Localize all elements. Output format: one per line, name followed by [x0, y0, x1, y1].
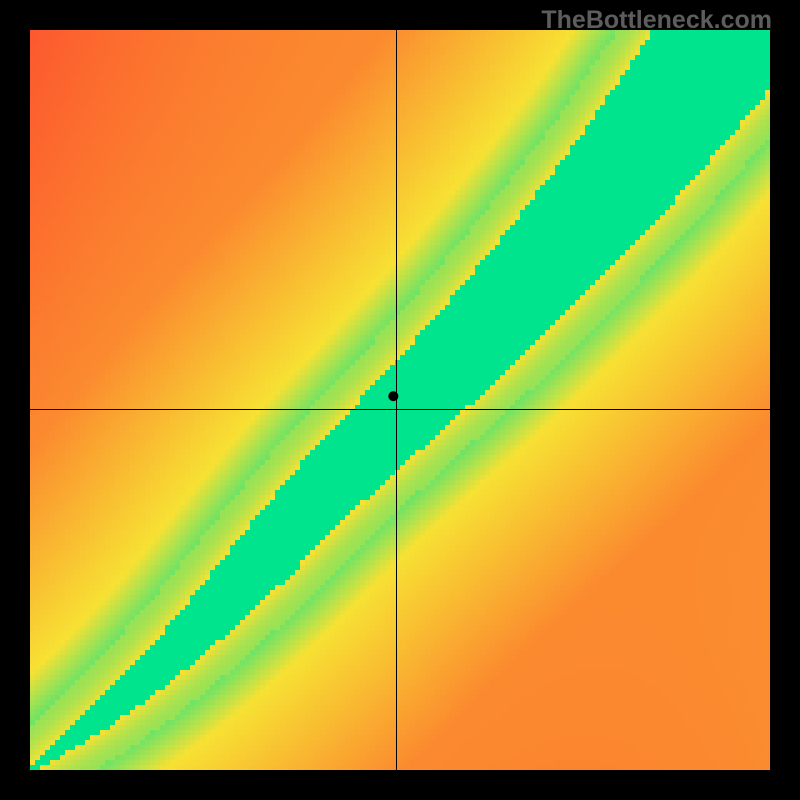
bottleneck-heatmap — [30, 30, 770, 770]
watermark-text: TheBottleneck.com — [541, 6, 772, 35]
chart-frame: TheBottleneck.com — [0, 0, 800, 800]
